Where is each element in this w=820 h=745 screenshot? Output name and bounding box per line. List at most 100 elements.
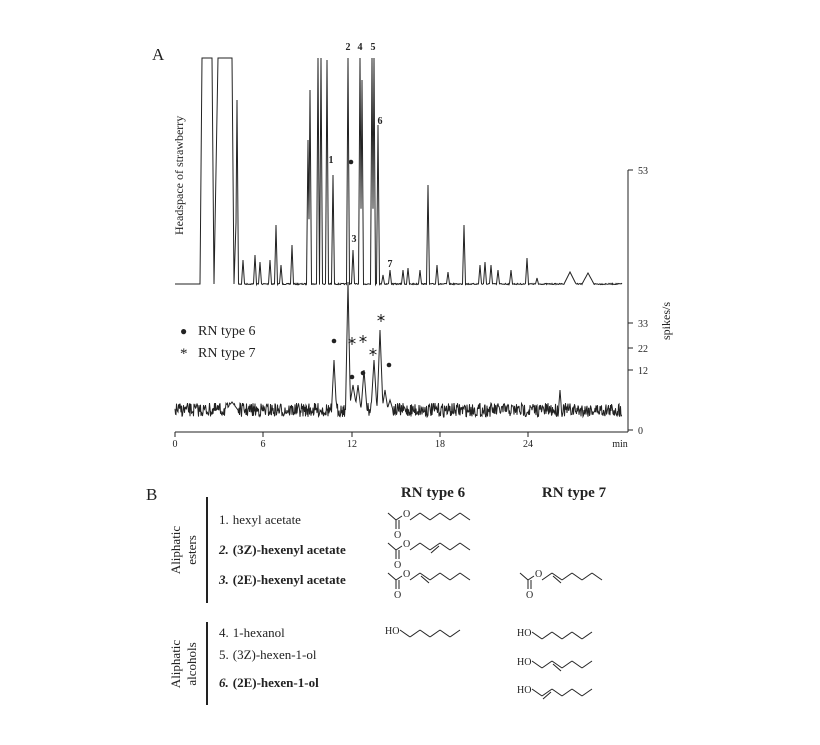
bond xyxy=(591,572,603,581)
compound-name: (3Z)-hexenyl acetate xyxy=(233,542,346,557)
group-label: Aliphatic xyxy=(168,640,183,689)
x-tick-label: 18 xyxy=(435,439,445,450)
atom-label: HO xyxy=(385,626,399,637)
bond xyxy=(459,572,471,581)
bond xyxy=(449,629,461,638)
peak-label: 3 xyxy=(352,234,357,245)
group-label: Aliphatic xyxy=(168,526,183,575)
marker-dot xyxy=(349,374,355,380)
bond xyxy=(541,572,553,581)
bond xyxy=(409,512,421,521)
legend-symbol: ● xyxy=(180,324,187,338)
atom-label: O xyxy=(394,530,401,541)
bond xyxy=(429,512,441,521)
legend-label: RN type 7 xyxy=(198,346,256,361)
bond xyxy=(419,542,431,551)
bond xyxy=(449,542,461,551)
compound-label: 1. hexyl acetate xyxy=(219,512,301,527)
response-markers xyxy=(331,314,392,380)
marker-dot xyxy=(360,370,366,376)
bond xyxy=(581,631,593,640)
bond xyxy=(420,575,430,584)
atom-label: O xyxy=(403,509,410,520)
right-axis-label: spikes/s xyxy=(659,302,673,340)
marker-dot xyxy=(348,159,354,165)
marker-dot xyxy=(331,338,337,344)
bond xyxy=(429,542,441,551)
compound-name: hexyl acetate xyxy=(233,512,301,527)
marker-asterisk xyxy=(369,349,377,355)
atom-label: HO xyxy=(517,685,531,696)
bond xyxy=(449,572,461,581)
compound-number: 4. xyxy=(219,625,229,640)
bond xyxy=(561,688,573,697)
right-tick-label: 0 xyxy=(638,426,643,437)
atom-label: O xyxy=(526,590,533,601)
bond xyxy=(387,542,397,551)
bond xyxy=(551,631,563,640)
bond xyxy=(419,512,431,521)
compound-number: 5. xyxy=(219,647,229,662)
bond xyxy=(561,572,573,581)
column-header: RN type 6 xyxy=(401,485,466,501)
right-tick-label: 22 xyxy=(638,344,648,355)
column-header: RN type 7 xyxy=(542,485,607,501)
bond xyxy=(439,512,451,521)
panel-label: B xyxy=(146,485,157,504)
bond xyxy=(551,688,563,697)
chromatogram-trace xyxy=(175,57,623,287)
bond xyxy=(419,572,431,581)
bond xyxy=(395,575,403,581)
right-tick-label: 33 xyxy=(638,319,648,330)
bond xyxy=(571,631,583,640)
atom-label: HO xyxy=(517,657,531,668)
marker-asterisk xyxy=(359,336,367,342)
bond xyxy=(571,688,583,697)
marker-asterisk xyxy=(377,315,385,321)
bond xyxy=(459,542,471,551)
peak-label: 4 xyxy=(358,42,363,53)
bond xyxy=(409,542,421,551)
compound-label: 2. (3Z)-hexenyl acetate xyxy=(218,542,346,557)
compound-label: 6. (2E)-hexen-1-ol xyxy=(219,675,319,690)
group-label: esters xyxy=(184,535,199,565)
bond xyxy=(542,691,552,700)
peak-label: 7 xyxy=(388,259,393,270)
bond xyxy=(571,660,583,669)
bond xyxy=(581,572,593,581)
bond xyxy=(449,512,461,521)
bond xyxy=(439,542,451,551)
neural-response-trace xyxy=(174,281,622,419)
bond xyxy=(395,515,403,521)
panel-label: A xyxy=(152,45,165,64)
x-tick-label: 0 xyxy=(173,439,178,450)
bond xyxy=(430,545,440,554)
bond xyxy=(409,572,421,581)
bond xyxy=(561,660,573,669)
peak-label: 6 xyxy=(378,116,383,127)
marker-dot xyxy=(386,362,392,368)
compound-name: 1-hexanol xyxy=(233,625,285,640)
bond xyxy=(551,660,563,669)
right-tick-label: 12 xyxy=(638,366,648,377)
atom-label: HO xyxy=(517,628,531,639)
x-tick-label: 12 xyxy=(347,439,357,450)
bond xyxy=(541,688,553,697)
compound-number: 2. xyxy=(218,542,229,557)
bond xyxy=(399,629,411,638)
atom-label: O xyxy=(403,569,410,580)
peak-label: 1 xyxy=(329,155,334,166)
legend-label: RN type 6 xyxy=(198,324,256,339)
bond xyxy=(395,545,403,551)
atom-label: O xyxy=(394,560,401,571)
bond xyxy=(387,572,397,581)
compound-number: 3. xyxy=(218,572,229,587)
bond xyxy=(459,512,471,521)
compound-label: 5. (3Z)-hexen-1-ol xyxy=(219,647,317,662)
atom-label: O xyxy=(403,539,410,550)
bond xyxy=(429,572,441,581)
bond xyxy=(581,660,593,669)
bond xyxy=(551,572,563,581)
right-ticks xyxy=(628,169,633,431)
group-label: alcohols xyxy=(184,642,199,685)
